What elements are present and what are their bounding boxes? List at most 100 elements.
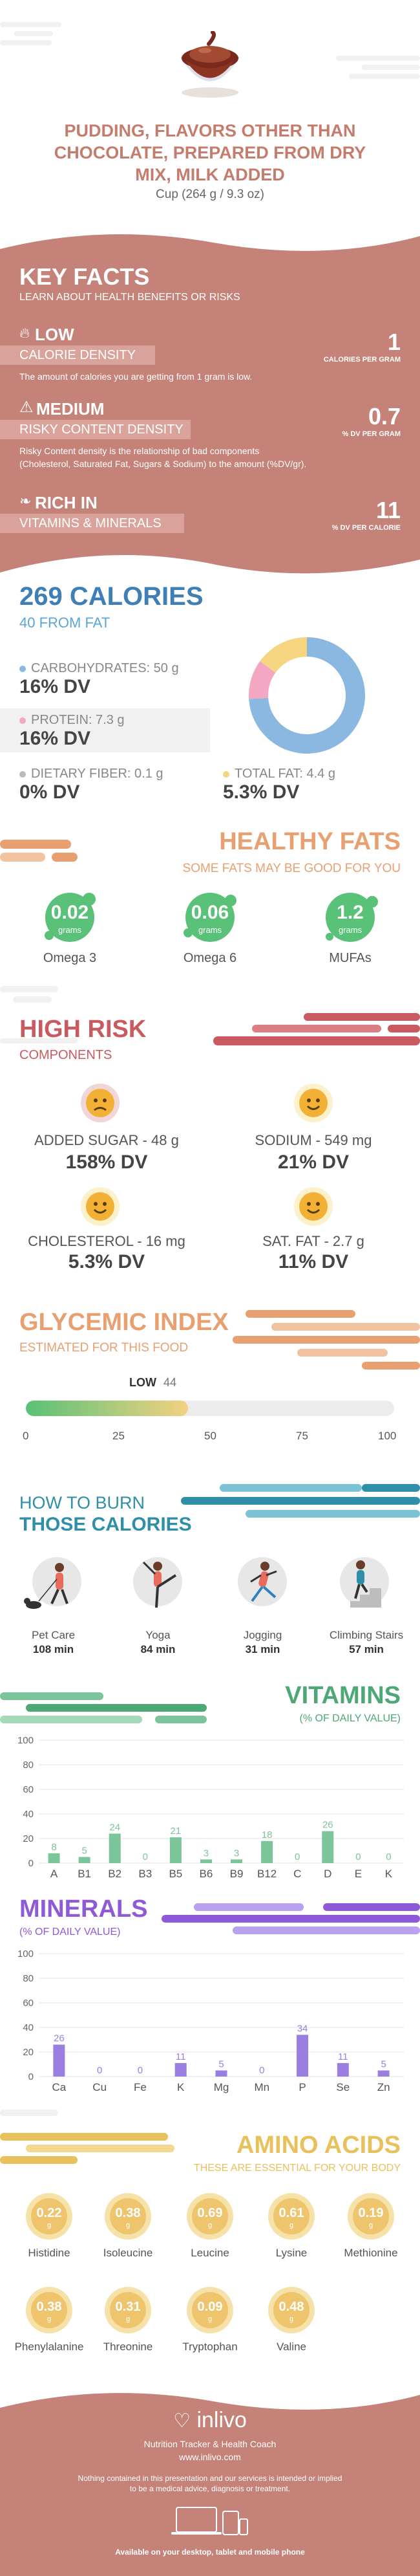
donut-slice-carbohydrates: [249, 637, 365, 754]
fiber-dv: 0% DV: [19, 781, 80, 803]
y-tick-label: 80: [23, 1973, 34, 1984]
key-fact-level: LOW: [35, 325, 74, 344]
glycemic-level: LOW: [129, 1376, 156, 1389]
amino-value: 0.38: [36, 2300, 62, 2314]
sodium-dv: 21% DV: [277, 1152, 350, 1173]
fat-unit: grams: [58, 925, 82, 935]
brand-name: inlivo: [196, 2408, 247, 2432]
bar-value-label: 18: [262, 1829, 273, 1840]
happy-face-icon: [81, 1187, 120, 1226]
burn-activity-name: Pet Care: [31, 1629, 76, 1641]
vitamins-subtitle: (% OF DAILY VALUE): [299, 1713, 401, 1724]
omega3-label: Omega 3: [43, 951, 97, 965]
protein-label: PROTEIN: 7.3 g: [31, 713, 125, 727]
glycemic-section: GLYCEMIC INDEX ESTIMATED FOR THIS FOOD L…: [0, 1304, 420, 1452]
key-fact-value: 1: [387, 329, 401, 355]
x-tick-label: P: [299, 2081, 306, 2093]
amino-value: 0.22: [36, 2206, 62, 2220]
burn-activity-name: Jogging: [243, 1629, 282, 1641]
amino-value: 0.19: [358, 2206, 384, 2220]
footer-background: [0, 2393, 420, 2576]
x-tick-label: Zn: [377, 2081, 390, 2093]
x-tick-label: B12: [257, 1868, 277, 1880]
amino-name: Valine: [277, 2341, 306, 2353]
healthy-fats-title: HEALTHY FATS: [219, 828, 401, 855]
amino-value: 0.09: [197, 2300, 223, 2314]
amino-title: AMINO ACIDS: [236, 2132, 401, 2159]
amino-badge: 0.48 g: [268, 2287, 315, 2333]
key-fact-value: 11: [375, 497, 401, 523]
calories-section: 269 CALORIES 40 FROM FAT CARBOHYDRATES: …: [0, 582, 420, 815]
amino-value: 0.38: [115, 2206, 141, 2220]
amino-unit: g: [289, 2221, 294, 2229]
decorative-stripes: [0, 840, 78, 862]
x-tick-label: B5: [169, 1868, 182, 1880]
y-tick-label: 40: [23, 2022, 34, 2033]
key-fact-desc: Risky Content density is the relationshi…: [19, 446, 260, 456]
burn-activity-name: Climbing Stairs: [329, 1629, 404, 1641]
fat-unit: grams: [198, 925, 222, 935]
protein-dot-icon: [19, 717, 26, 724]
x-tick-label: K: [177, 2081, 185, 2093]
bar-value-label: 21: [171, 1826, 182, 1837]
bar-value-label: 11: [338, 2051, 348, 2062]
bar-B9: [231, 1859, 243, 1863]
glycemic-value: 44: [163, 1376, 177, 1389]
carbs-dv: 16% DV: [19, 676, 91, 697]
bar-Mg: [215, 2070, 227, 2077]
x-tick-label: B3: [138, 1868, 152, 1880]
key-fact-value: 0.7: [368, 403, 401, 430]
sat-fat-label: SAT. FAT - 2.7 g: [262, 1233, 364, 1249]
x-tick-label: B6: [200, 1868, 213, 1880]
x-tick-label: D: [324, 1868, 331, 1880]
food-title-line-1: PUDDING, FLAVORS OTHER THAN: [64, 121, 356, 140]
y-tick-label: 20: [23, 1833, 34, 1844]
availability-note: Available on your desktop, tablet and mo…: [115, 2548, 305, 2557]
y-tick-label: 100: [17, 1735, 34, 1746]
bar-A: [48, 1853, 60, 1863]
donut-slice-protein: [249, 661, 276, 699]
calories-from-fat: 40 FROM FAT: [19, 615, 110, 631]
amino-name: Leucine: [191, 2247, 229, 2259]
x-tick-label: K: [385, 1868, 393, 1880]
decorative-stripes: [0, 22, 420, 79]
key-fact-name-band: [0, 514, 184, 533]
bar-Ca: [53, 2044, 65, 2077]
burn-activity-minutes: 84 min: [140, 1643, 176, 1655]
omega6-circle: 0.06 grams: [179, 886, 241, 948]
x-tick-label: Fe: [134, 2081, 147, 2093]
amino-name: Methionine: [344, 2247, 398, 2259]
x-tick-label: Mn: [254, 2081, 269, 2093]
amino-section: AMINO ACIDS THESE ARE ESSENTIAL FOR YOUR…: [0, 2106, 420, 2384]
bar-value-label: 0: [143, 1851, 148, 1862]
fat-stat: TOTAL FAT: 4.4 g 5.3% DV: [223, 767, 335, 803]
fat-label: TOTAL FAT: 4.4 g: [235, 767, 335, 781]
vitamins-title: VITAMINS: [285, 1682, 401, 1709]
burn-title-2: THOSE CALORIES: [19, 1514, 192, 1535]
fat-dot-icon: [223, 771, 229, 778]
brand-url[interactable]: www.inlivo.com: [179, 2452, 241, 2462]
amino-value: 0.31: [115, 2300, 141, 2314]
key-fact-risky-content: ⚠︎ MEDIUM RISKY CONTENT DENSITY 0.7 % DV…: [0, 398, 420, 469]
yoga-figure: [133, 1557, 182, 1608]
amino-badge: 0.38 g: [105, 2193, 151, 2240]
y-tick-label: 60: [23, 1784, 34, 1795]
bar-value-label: 0: [97, 2065, 102, 2076]
jogging-icon: [229, 1556, 297, 1621]
amino-badge: 0.69 g: [187, 2193, 233, 2240]
glycemic-reading: LOW 44: [129, 1376, 176, 1390]
climbing-stairs-icon: [331, 1556, 399, 1621]
amino-subtitle: THESE ARE ESSENTIAL FOR YOUR BODY: [193, 2163, 401, 2174]
omega6-label: Omega 6: [183, 951, 237, 965]
x-tick-label: Se: [336, 2081, 350, 2093]
protein-band: [0, 708, 210, 752]
key-facts-title: KEY FACTS: [19, 263, 150, 290]
key-fact-level: MEDIUM: [36, 399, 105, 419]
amino-value: 0.48: [278, 2300, 304, 2314]
x-tick-label: B9: [230, 1868, 244, 1880]
fiber-dot-icon: [19, 771, 26, 778]
bar-value-label: 5: [218, 2059, 224, 2070]
leaf-icon: ❧: [19, 493, 32, 509]
heart-icon: ♡: [173, 2410, 191, 2432]
key-fact-name: VITAMINS & MINERALS: [19, 516, 162, 530]
